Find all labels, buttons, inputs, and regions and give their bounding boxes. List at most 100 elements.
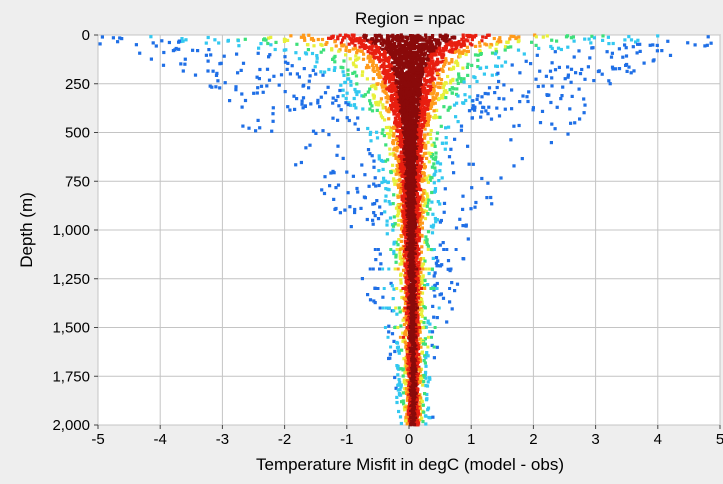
heatmap-cell <box>485 196 488 199</box>
heatmap-cell <box>314 132 317 135</box>
heatmap-cell <box>442 65 445 68</box>
heatmap-cell <box>278 84 281 87</box>
heatmap-cell <box>402 319 405 322</box>
heatmap-cell <box>442 70 445 73</box>
heatmap-cell <box>388 133 391 136</box>
heatmap-cell <box>324 43 327 46</box>
heatmap-cell <box>473 109 476 112</box>
heatmap-cell <box>551 61 554 64</box>
heatmap-cell <box>536 54 539 57</box>
heatmap-cell <box>184 58 187 61</box>
heatmap-cell <box>381 58 384 61</box>
heatmap-cell <box>577 49 580 52</box>
heatmap-cell <box>421 264 424 267</box>
heatmap-cell <box>428 208 431 211</box>
heatmap-cell <box>388 80 391 83</box>
heatmap-cell <box>370 104 373 107</box>
heatmap-cell <box>532 108 535 111</box>
heatmap-cell <box>396 243 399 246</box>
heatmap-cell <box>408 84 411 87</box>
heatmap-cell <box>384 199 387 202</box>
heatmap-cell <box>327 133 330 136</box>
heatmap-cell <box>389 216 392 219</box>
heatmap-cell <box>306 43 309 46</box>
heatmap-cell <box>479 116 482 119</box>
heatmap-cell <box>526 100 529 103</box>
heatmap-cell <box>525 60 528 63</box>
heatmap-cell <box>545 75 548 78</box>
heatmap-cell <box>434 152 437 155</box>
heatmap-cell <box>624 64 627 67</box>
heatmap-cell <box>474 201 477 204</box>
heatmap-cell <box>401 115 404 118</box>
heatmap-cell <box>530 41 533 44</box>
heatmap-cell <box>342 70 345 73</box>
heatmap-cell <box>458 218 461 221</box>
heatmap-cell <box>487 92 490 95</box>
heatmap-cell <box>311 52 314 55</box>
heatmap-cell <box>381 44 384 47</box>
heatmap-cell <box>420 298 423 301</box>
heatmap-cell <box>527 90 530 93</box>
heatmap-cell <box>487 106 490 109</box>
heatmap-cell <box>652 59 655 62</box>
heatmap-cell <box>430 56 433 59</box>
heatmap-cell <box>397 160 400 163</box>
heatmap-cell <box>493 91 496 94</box>
heatmap-cell <box>566 133 569 136</box>
heatmap-cell <box>374 214 377 217</box>
heatmap-cell <box>591 46 594 49</box>
heatmap-cell <box>288 109 291 112</box>
heatmap-cell <box>431 144 434 147</box>
heatmap-cell <box>384 195 387 198</box>
heatmap-cell <box>529 62 532 65</box>
heatmap-cell <box>578 117 581 120</box>
heatmap-cell <box>451 92 454 95</box>
heatmap-cell <box>328 184 331 187</box>
heatmap-cell <box>256 86 259 89</box>
heatmap-cell <box>440 125 443 128</box>
heatmap-cell <box>400 235 403 238</box>
heatmap-cell <box>449 88 452 91</box>
heatmap-cell <box>460 129 463 132</box>
heatmap-cell <box>228 99 231 102</box>
heatmap-cell <box>442 241 445 244</box>
heatmap-cell <box>423 260 426 263</box>
heatmap-cell <box>467 237 470 240</box>
heatmap-cell <box>342 94 345 97</box>
heatmap-cell <box>669 54 672 57</box>
heatmap-cell <box>428 272 431 275</box>
heatmap-cell <box>480 177 483 180</box>
heatmap-cell <box>212 70 215 73</box>
heatmap-cell <box>224 81 227 84</box>
heatmap-cell <box>381 128 384 131</box>
heatmap-cell <box>428 160 431 163</box>
heatmap-cell <box>397 219 400 222</box>
heatmap-cell <box>398 306 401 309</box>
heatmap-cell <box>593 36 596 39</box>
heatmap-cell <box>399 278 402 281</box>
heatmap-cell <box>573 55 576 58</box>
heatmap-cell <box>387 117 390 120</box>
heatmap-cell <box>417 103 420 106</box>
heatmap-cell <box>554 68 557 71</box>
heatmap-cell <box>179 62 182 65</box>
heatmap-cell <box>457 120 460 123</box>
heatmap-cell <box>182 69 185 72</box>
heatmap-cell <box>542 36 545 39</box>
heatmap-cell <box>429 137 432 140</box>
heatmap-cell <box>391 164 394 167</box>
heatmap-cell <box>429 107 432 110</box>
heatmap-cell <box>346 73 349 76</box>
heatmap-cell <box>301 100 304 103</box>
heatmap-cell <box>350 225 353 228</box>
heatmap-cell <box>480 95 483 98</box>
heatmap-cell <box>420 309 423 312</box>
heatmap-cell <box>240 92 243 95</box>
heatmap-cell <box>308 144 311 147</box>
heatmap-cell <box>237 44 240 47</box>
heatmap-cell <box>589 41 592 44</box>
heatmap-cell <box>392 202 395 205</box>
heatmap-cell <box>379 111 382 114</box>
heatmap-cell <box>481 106 484 109</box>
